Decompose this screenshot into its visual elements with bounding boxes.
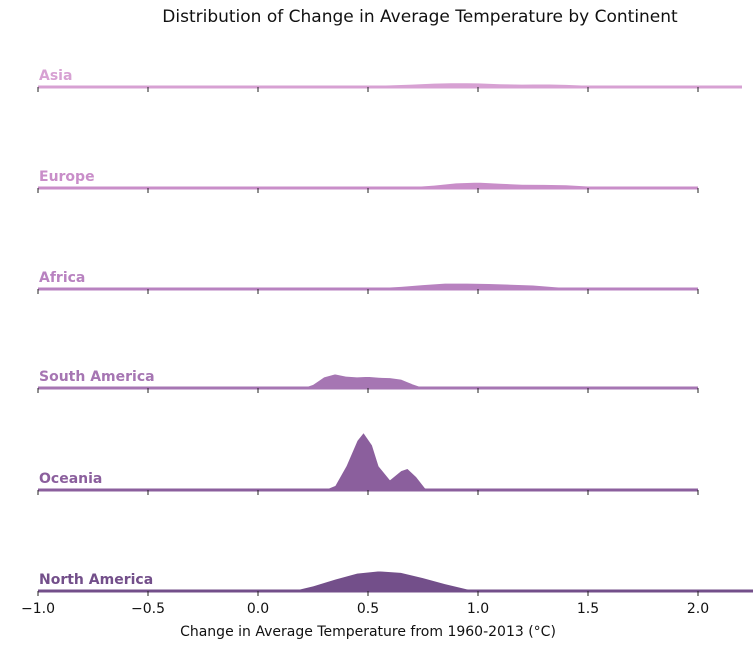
ridge-row-south-america: South America <box>37 369 699 393</box>
row-label-north-america: North America <box>39 572 153 588</box>
density-area-oceania <box>37 431 699 491</box>
x-tick-label: 0.5 <box>357 601 379 617</box>
ridge-row-europe: Europe <box>37 169 699 193</box>
ridge-row-oceania: Oceania <box>37 431 699 495</box>
ridgeline-rows: Asia Europe Africa South America Oceania Nort… <box>37 68 754 596</box>
row-label-oceania: Oceania <box>39 471 102 487</box>
ridge-row-asia: Asia <box>37 68 743 92</box>
ridge-row-africa: Africa <box>37 270 699 294</box>
ridge-row-north-america: North America <box>37 570 754 596</box>
x-tick-label: 1.5 <box>577 601 599 617</box>
x-axis-label: Change in Average Temperature from 1960-… <box>180 624 556 640</box>
x-tick-label: 0.0 <box>247 601 269 617</box>
row-label-asia: Asia <box>39 68 72 84</box>
row-label-europe: Europe <box>39 169 95 185</box>
x-tick-label: 1.0 <box>467 601 489 617</box>
x-tick-label: −1.0 <box>21 601 55 617</box>
chart-title: Distribution of Change in Average Temper… <box>162 7 678 27</box>
x-tick-label: 2.0 <box>687 601 709 617</box>
x-axis: −1.0 −0.5 0.0 0.5 1.0 1.5 2.0 <box>21 601 709 617</box>
row-label-africa: Africa <box>39 270 85 286</box>
x-tick-label: −0.5 <box>131 601 165 617</box>
row-label-south-america: South America <box>39 369 155 385</box>
